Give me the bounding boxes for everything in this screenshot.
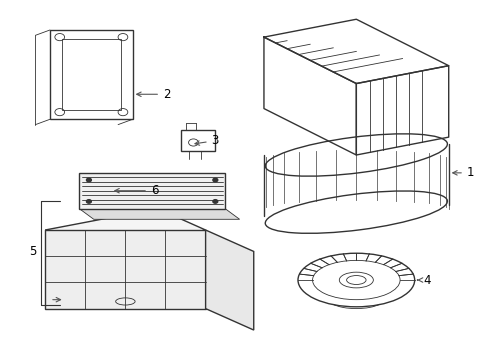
- Text: 4: 4: [417, 274, 430, 287]
- Polygon shape: [79, 173, 224, 208]
- Text: 6: 6: [115, 184, 158, 197]
- Circle shape: [212, 200, 217, 203]
- Polygon shape: [79, 208, 239, 219]
- Text: 3: 3: [195, 134, 219, 147]
- Circle shape: [86, 200, 91, 203]
- Polygon shape: [45, 208, 205, 251]
- Text: 5: 5: [29, 245, 37, 258]
- Polygon shape: [45, 230, 205, 309]
- Circle shape: [212, 178, 217, 182]
- Text: 2: 2: [137, 88, 170, 101]
- Polygon shape: [205, 230, 253, 330]
- Circle shape: [86, 178, 91, 182]
- Text: 1: 1: [452, 166, 473, 179]
